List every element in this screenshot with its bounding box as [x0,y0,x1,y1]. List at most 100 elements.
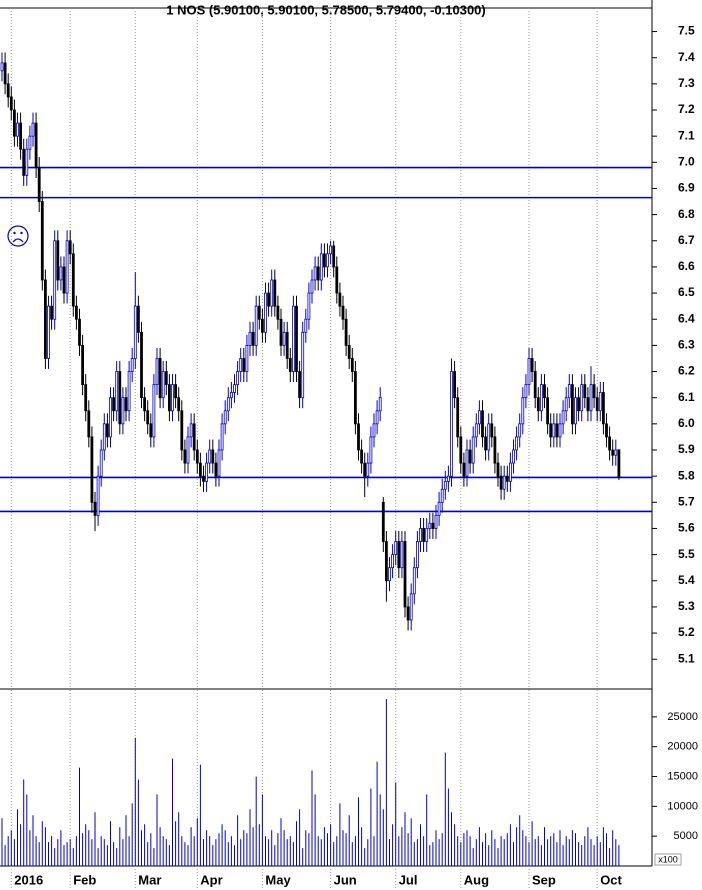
candle-body [477,410,481,425]
candle-body [468,449,472,464]
candle-body [208,449,212,464]
candle-body [338,292,342,307]
candle-body [512,449,515,464]
x-tick-label: Oct [600,872,622,887]
x-tick-label: Feb [73,872,96,887]
candle-body [211,449,215,464]
candle-body [518,423,522,438]
candle-body [115,371,119,412]
candle-body [481,410,484,438]
y-tick-label: 7.5 [678,24,695,38]
candle-body [443,480,447,490]
y-tick-label: 5.2 [678,625,695,639]
candle-body [549,423,553,438]
candle-body [465,449,469,477]
candle-body [245,344,249,372]
candle-body [192,423,196,451]
candle-body [521,397,525,425]
candle-body [428,522,432,529]
candle-body [574,397,577,425]
candle-body [301,331,305,399]
candle-body [236,371,240,386]
candle-body [341,305,345,320]
y-tick-label: 5.1 [678,651,695,665]
candle-body [56,240,60,281]
candle-body [524,384,528,399]
candle-body [409,593,413,621]
candle-body [118,371,122,425]
candle-body [564,397,568,412]
candle-body [456,397,460,438]
y-tick-label: 6.0 [678,416,695,430]
candle-body [505,475,509,482]
unit-box [654,853,682,866]
candle-body [81,344,84,386]
candle-body [127,371,131,412]
candle-body [50,305,53,320]
candle-body [484,436,488,451]
candle-body [446,475,450,482]
candle-body [31,122,35,137]
candle-body [90,436,94,503]
candle-body [403,541,407,608]
candle-body [267,292,271,307]
y-tick-label: 7.3 [678,76,695,90]
candle-body [260,318,264,333]
x-tick-label: May [265,872,291,887]
candle-body [595,397,599,412]
candle-body [298,371,302,399]
candle-body [555,423,559,438]
volume-y-tick-label: 20000 [667,741,698,753]
candle-body [217,449,221,477]
candle-body [12,109,16,137]
candle-body [391,554,395,569]
candle-body [242,358,246,372]
x-tick-label: 2016 [14,872,43,887]
candle-body [149,423,153,438]
candle-body [406,606,410,621]
candle-body [19,122,23,150]
candle-body [177,397,181,412]
y-tick-label: 5.3 [678,599,695,613]
y-tick-label: 7.0 [678,154,695,168]
candle-body [375,410,379,425]
candle-body [47,305,50,359]
candle-body [598,392,602,412]
candle-body [425,528,429,542]
candle-body [276,305,280,320]
candle-body [239,358,243,372]
candle-body [59,266,63,281]
candle-body [397,541,401,569]
candle-body [453,371,457,399]
y-tick-label: 6.3 [678,338,695,352]
candle-body [434,514,438,529]
candle-body [388,567,391,582]
candle-body [180,410,184,451]
y-tick-label: 6.9 [678,181,695,195]
candle-body [205,462,209,482]
volume-y-tick-label: 5000 [674,830,698,842]
y-tick-label: 5.4 [678,573,695,587]
x-tick-label: Mar [138,872,161,887]
candle-body [229,392,233,399]
y-tick-label: 6.7 [678,233,695,247]
candle-body [350,358,354,372]
candle-body [96,475,100,516]
candle-body [400,541,404,569]
candle-body [577,397,580,412]
candle-body [335,266,339,294]
candle-body [198,462,202,477]
candle-body [533,371,537,399]
y-tick-label: 6.6 [678,259,695,273]
candle-body [106,423,109,438]
candle-body [223,410,227,425]
candle-body [471,436,475,464]
candle-body [3,62,7,85]
candle-body [366,462,370,477]
volume-y-tick-label: 25000 [667,711,698,723]
candle-body [295,305,298,372]
candle-body [93,501,97,516]
candle-body [360,449,364,464]
y-tick-label: 7.2 [678,102,695,116]
y-tick-label: 6.5 [678,285,695,299]
